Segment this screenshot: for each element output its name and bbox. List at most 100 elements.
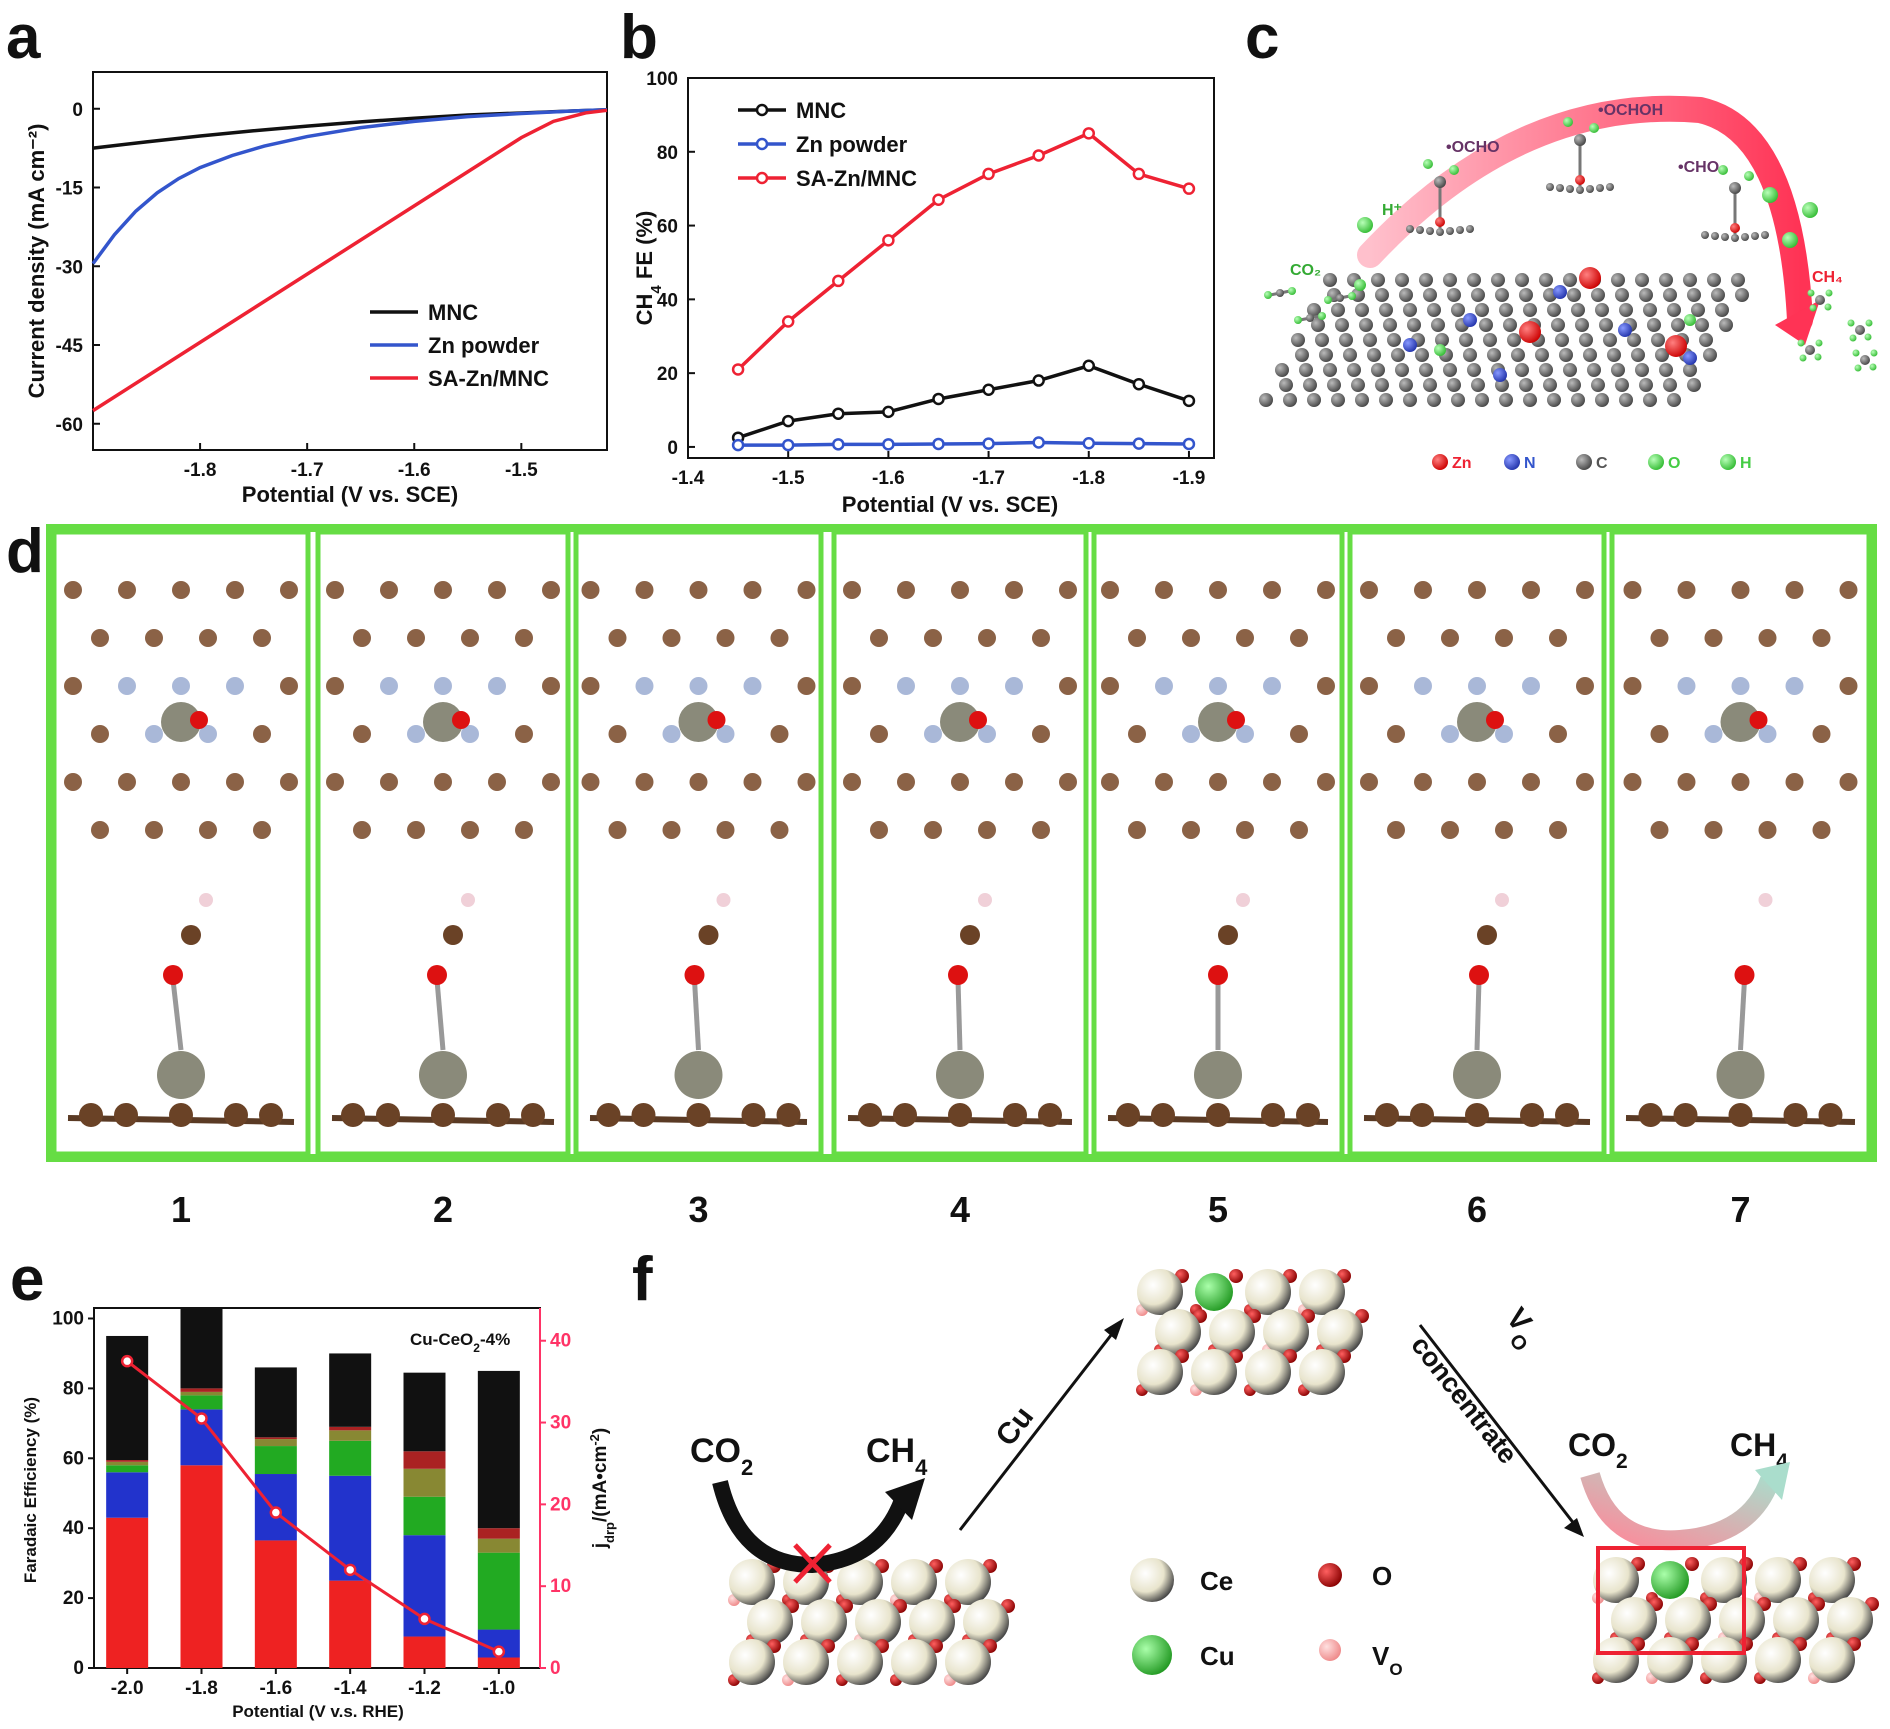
cerium-atom — [1317, 1309, 1363, 1355]
carbon-atom — [1465, 1103, 1489, 1127]
x-tick-label: -1.5 — [772, 468, 805, 489]
label-co2: CO₂ — [1290, 262, 1321, 279]
cerium-atom — [1299, 1269, 1345, 1315]
proton — [1762, 187, 1778, 203]
legend-label: MNC — [796, 98, 846, 123]
carbon-atom — [596, 1103, 621, 1127]
carbon-atom — [64, 773, 82, 791]
carbon-atom — [1499, 393, 1513, 407]
bar-segment — [106, 1472, 149, 1518]
step-label-3: 3 — [688, 1189, 708, 1230]
carbon-atom — [924, 821, 942, 839]
data-point — [1182, 437, 1196, 451]
panel-d-outer-frame — [46, 524, 1877, 1162]
ch4-c — [1815, 295, 1825, 305]
carbon-atom — [1128, 725, 1146, 743]
panel-label-a: a — [6, 3, 41, 72]
step-label-5: 5 — [1208, 1189, 1228, 1230]
carbon-atom — [1407, 318, 1421, 332]
carbon-atom — [1704, 821, 1723, 839]
carbon-atom — [1576, 581, 1594, 599]
zinc-atom — [1575, 175, 1585, 185]
jdrp-point — [492, 1645, 506, 1658]
carbon-atom — [1715, 303, 1729, 317]
data-point — [932, 392, 945, 406]
legend-marker — [755, 137, 769, 151]
zinc-atom — [1435, 217, 1445, 227]
carbon-atom — [1635, 363, 1649, 377]
nitrogen-atom — [380, 677, 398, 695]
carbon-atom — [1783, 1103, 1808, 1127]
data-point — [982, 383, 995, 396]
label-ch4: CH₄ — [1812, 269, 1843, 286]
zinc-atom — [1198, 702, 1238, 742]
label-cho: •CHO — [1678, 159, 1719, 176]
carbon-atom — [380, 581, 398, 599]
arc-arrowhead — [1775, 300, 1820, 345]
carbon-atom — [1704, 629, 1723, 647]
carbon-atom — [797, 773, 816, 791]
data-point — [731, 438, 745, 452]
carbon-atom — [1671, 318, 1685, 332]
bond — [434, 979, 446, 1051]
carbon-atom — [326, 773, 344, 791]
ch4-c — [1805, 345, 1815, 355]
x-tick-label: -1.8 — [184, 460, 217, 481]
chart-a-xlabel: Potential (V vs. SCE) — [242, 482, 458, 507]
hydrogen-atom — [1589, 123, 1599, 133]
carbon-atom — [1547, 303, 1561, 317]
sheet-atom — [1466, 225, 1474, 233]
carbon-atom — [1391, 348, 1405, 362]
carbon-atom — [1059, 677, 1077, 695]
carbon-atom — [1655, 348, 1669, 362]
zinc-atom — [1730, 223, 1740, 233]
carbon-atom — [253, 821, 271, 839]
f-arrow-cu — [958, 1329, 1117, 1531]
carbon-atom — [1427, 393, 1441, 407]
sheet-atom — [1456, 226, 1464, 234]
carbon-atom — [741, 1103, 766, 1127]
legend-label: SA-Zn/MNC — [428, 366, 549, 391]
bar-segment — [329, 1440, 372, 1476]
ch4-h — [1869, 363, 1877, 371]
carbon-atom — [581, 773, 600, 791]
carbon-atom — [1182, 629, 1200, 647]
carbon-atom — [1603, 333, 1617, 347]
y-tick-label: 100 — [52, 1308, 84, 1329]
oxygen-atom — [969, 711, 987, 729]
nitrogen-atom — [978, 725, 996, 743]
f-arrowhead-cu — [1104, 1318, 1124, 1340]
bar-segment — [180, 1395, 223, 1410]
carbon-atom — [542, 773, 560, 791]
ch4-h — [1849, 334, 1857, 342]
panel-label-c: c — [1245, 3, 1279, 72]
carbon-atom — [1263, 581, 1281, 599]
carbon-atom — [1650, 629, 1669, 647]
carbon-atom — [1574, 134, 1586, 146]
carbon-atom — [1667, 303, 1681, 317]
carbon-atom — [662, 821, 681, 839]
carbon-atom — [1447, 378, 1461, 392]
carbon-atom — [1719, 318, 1733, 332]
carbon-atom — [1355, 393, 1369, 407]
carbon-atom — [1839, 773, 1858, 791]
series-line — [738, 440, 1189, 447]
carbon-atom — [118, 773, 136, 791]
carbon-atom — [1371, 363, 1385, 377]
panel-c-legend: Zn N C O H — [1432, 454, 1752, 472]
bar-segment — [403, 1496, 446, 1536]
carbon-atom — [1261, 1103, 1285, 1127]
nitrogen-atom — [1155, 677, 1173, 695]
carbon-atom — [1683, 273, 1697, 287]
data-point — [882, 234, 895, 247]
carbon-atom — [1491, 273, 1505, 287]
carbon-atom — [1539, 363, 1553, 377]
y-tick-label: 60 — [63, 1448, 84, 1469]
series-line — [92, 108, 608, 413]
f-legend-vo: VO — [1372, 1641, 1403, 1679]
carbon-atom — [1483, 333, 1497, 347]
nitrogen-atom — [434, 677, 452, 695]
oxygen-atom — [1354, 279, 1366, 291]
carbon-atom — [1619, 393, 1633, 407]
carbon-atom — [326, 581, 344, 599]
